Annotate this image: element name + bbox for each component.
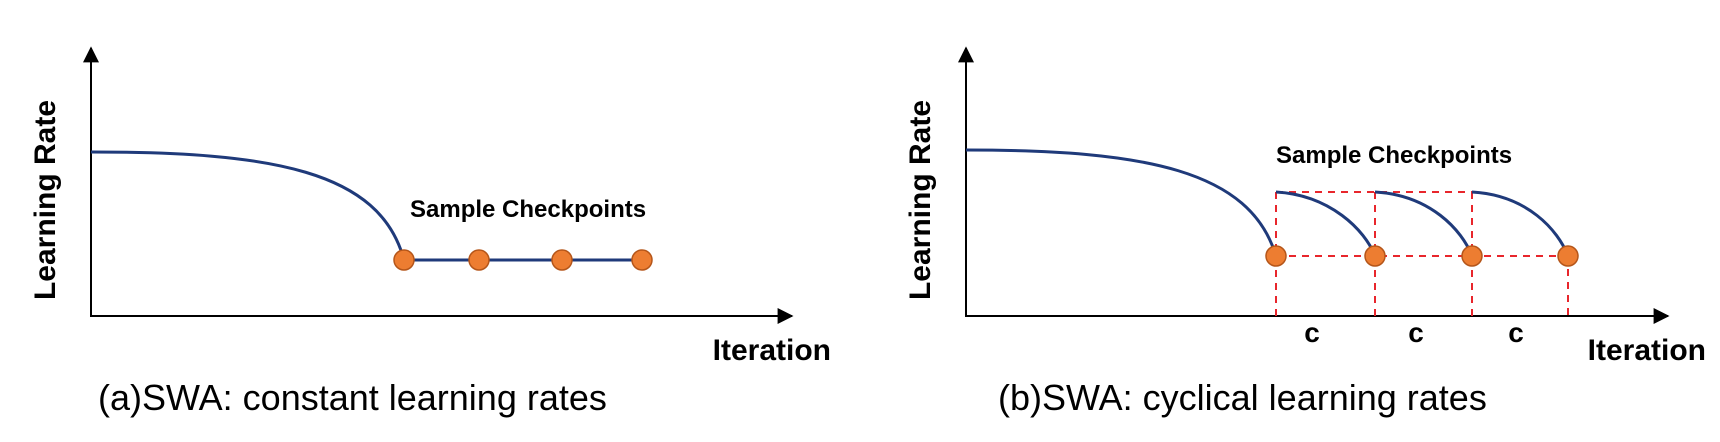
panel-b-checkpoint-marker	[1265, 245, 1287, 267]
panel-a-sample-checkpoints-label: Sample Checkpoints	[410, 196, 646, 223]
panel-a-y-axis-label: Learning Rate	[29, 100, 62, 300]
panel-b-sample-checkpoints-label: Sample Checkpoints	[1276, 142, 1512, 169]
panel-a: Learning Rate Iteration Sample Checkpoin…	[29, 46, 831, 418]
panel-b-caption: (b)SWA: cyclical learning rates	[998, 377, 1487, 418]
panel-b-cycle-length-label: c	[1408, 317, 1424, 348]
panel-b: Learning Rate Iteration Sample Checkpoin…	[904, 46, 1706, 418]
panel-b-checkpoint-marker	[1557, 245, 1579, 267]
panel-a-lr-curve	[90, 150, 642, 262]
panel-a-caption: (a)SWA: constant learning rates	[98, 377, 607, 418]
panel-b-cycle-length-label: c	[1304, 317, 1320, 348]
panel-b-lr-curve-cycle	[1471, 190, 1570, 257]
panel-b-cycle-guides	[1275, 191, 1569, 316]
panel-a-checkpoint-marker	[468, 249, 490, 271]
panel-b-cycle-length-label: c	[1508, 317, 1524, 348]
panel-a-checkpoint-marker	[551, 249, 573, 271]
panel-b-lr-curve-cycle	[1275, 190, 1377, 257]
panel-b-y-axis-label: Learning Rate	[904, 100, 937, 300]
panel-a-checkpoint-marker	[631, 249, 653, 271]
panel-a-x-axis-label: Iteration	[713, 334, 831, 367]
panel-b-lr-curve-cycle	[1374, 190, 1474, 257]
panel-b-x-axis-label: Iteration	[1588, 334, 1706, 367]
panel-b-checkpoint-marker	[1364, 245, 1386, 267]
panel-b-checkpoint-marker	[1461, 245, 1483, 267]
panel-a-checkpoint-marker	[393, 249, 415, 271]
panel-b-lr-curve-initial	[965, 148, 1278, 257]
